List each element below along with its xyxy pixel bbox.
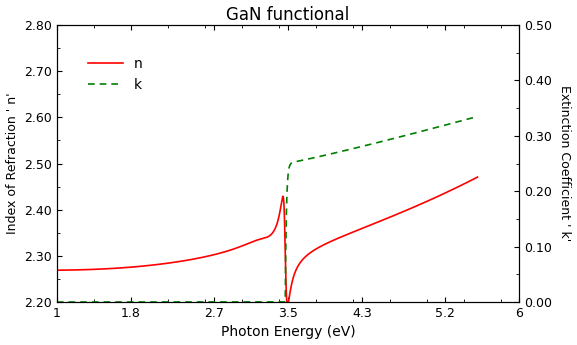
- Legend: n, k: n, k: [83, 51, 148, 98]
- k: [288, 161, 295, 165]
- Y-axis label: Extinction Coefficient ' k': Extinction Coefficient ' k': [559, 86, 571, 242]
- k: [398, 135, 404, 139]
- k: [474, 115, 481, 119]
- k: [271, 300, 278, 304]
- Y-axis label: Index of Refraction ' n': Index of Refraction ' n': [6, 93, 18, 234]
- n: [474, 175, 481, 179]
- n: [474, 175, 481, 179]
- n: [271, 228, 278, 233]
- n: [398, 210, 405, 215]
- n: [260, 236, 267, 240]
- k: [287, 162, 294, 166]
- k: [260, 300, 267, 304]
- k: [54, 300, 61, 304]
- n: [283, 300, 290, 304]
- k: [473, 115, 480, 119]
- n: [287, 288, 294, 292]
- X-axis label: Photon Energy (eV): Photon Energy (eV): [220, 325, 355, 339]
- n: [54, 268, 61, 272]
- Line: k: k: [57, 117, 478, 302]
- Title: GaN functional: GaN functional: [226, 6, 350, 23]
- n: [288, 283, 295, 287]
- Line: n: n: [57, 177, 478, 302]
